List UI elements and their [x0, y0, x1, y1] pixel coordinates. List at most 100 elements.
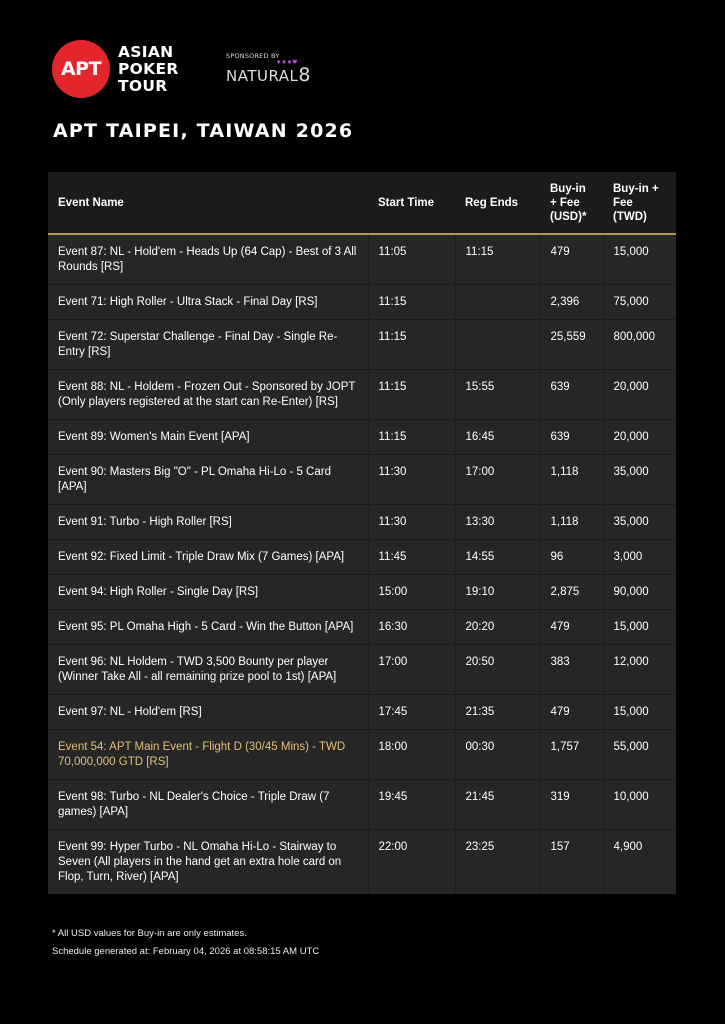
cell-reg-ends: 16:45 — [454, 419, 540, 455]
cell-reg-ends: 20:20 — [454, 609, 540, 645]
logo-line: ASIAN — [118, 42, 174, 61]
cell-reg-ends: 20:50 — [454, 644, 540, 695]
cell-reg-ends: 14:55 — [454, 539, 540, 575]
cell-buyin-usd: 639 — [539, 369, 603, 420]
cell-buyin-twd: 15,000 — [602, 233, 676, 285]
schedule-table: Event Name Start Time Reg Ends Buy-in + … — [48, 172, 676, 894]
cell-buyin-usd: 479 — [539, 609, 603, 645]
cell-buyin-usd: 2,396 — [539, 284, 603, 320]
cell-reg-ends: 13:30 — [454, 504, 540, 540]
cell-buyin-usd: 1,118 — [539, 454, 603, 505]
cell-buyin-usd: 2,875 — [539, 574, 603, 610]
cell-reg-ends: 17:00 — [454, 454, 540, 505]
apt-logo-badge: APT — [52, 40, 110, 98]
cell-buyin-usd: 383 — [539, 644, 603, 695]
cell-buyin-usd: 157 — [539, 829, 603, 894]
table-row: Event 87: NL - Hold'em - Heads Up (64 Ca… — [48, 233, 676, 285]
table-row: Event 95: PL Omaha High - 5 Card - Win t… — [48, 609, 676, 645]
cell-reg-ends: 23:25 — [454, 829, 540, 894]
col-buyin-twd: Buy-in + Fee (TWD) — [603, 172, 676, 235]
cell-reg-ends: 00:30 — [454, 729, 540, 780]
cell-event-name: Event 92: Fixed Limit - Triple Draw Mix … — [48, 539, 368, 575]
table-row: Event 72: Superstar Challenge - Final Da… — [48, 319, 676, 370]
sponsored-by-label: SPONSORED BY — [226, 52, 280, 60]
cell-reg-ends: 21:35 — [454, 694, 540, 730]
cell-event-name: Event 91: Turbo - High Roller [RS] — [48, 504, 368, 540]
table-row: Event 96: NL Holdem - TWD 3,500 Bounty p… — [48, 644, 676, 695]
sponsor-name: NATURAL — [226, 67, 299, 85]
cell-buyin-twd: 4,900 — [602, 829, 676, 894]
cell-event-name: Event 54: APT Main Event - Flight D (30/… — [48, 729, 368, 780]
cell-start-time: 17:45 — [367, 694, 455, 730]
cell-buyin-twd: 90,000 — [602, 574, 676, 610]
cell-event-name: Event 72: Superstar Challenge - Final Da… — [48, 319, 368, 370]
cell-start-time: 11:30 — [367, 454, 455, 505]
cell-event-name: Event 94: High Roller - Single Day [RS] — [48, 574, 368, 610]
cell-buyin-twd: 35,000 — [602, 504, 676, 540]
table-row: Event 92: Fixed Limit - Triple Draw Mix … — [48, 539, 676, 575]
col-reg-ends: Reg Ends — [455, 172, 540, 235]
cell-event-name: Event 89: Women's Main Event [APA] — [48, 419, 368, 455]
sponsor-logo: SPONSORED BY ♦♦♦♥ NATURAL8 — [226, 52, 311, 86]
cell-start-time: 15:00 — [367, 574, 455, 610]
table-row: Event 89: Women's Main Event [APA] 11:15 1… — [48, 419, 676, 455]
apt-logo: APT ASIAN POKER TOUR — [52, 40, 179, 98]
cell-event-name: Event 88: NL - Holdem - Frozen Out - Spo… — [48, 369, 368, 420]
cell-event-name: Event 71: High Roller - Ultra Stack - Fi… — [48, 284, 368, 320]
logo-line: POKER — [118, 59, 179, 78]
cell-buyin-twd: 35,000 — [602, 454, 676, 505]
cell-start-time: 18:00 — [367, 729, 455, 780]
cell-buyin-usd: 25,559 — [539, 319, 603, 370]
cell-buyin-usd: 639 — [539, 419, 603, 455]
cell-event-name: Event 96: NL Holdem - TWD 3,500 Bounty p… — [48, 644, 368, 695]
cell-reg-ends: 19:10 — [454, 574, 540, 610]
page-title: APT TAIPEI, TAIWAN 2026 — [53, 120, 354, 142]
table-row: Event 71: High Roller - Ultra Stack - Fi… — [48, 284, 676, 320]
cell-start-time: 22:00 — [367, 829, 455, 894]
cell-buyin-twd: 75,000 — [602, 284, 676, 320]
cell-buyin-usd: 1,118 — [539, 504, 603, 540]
sponsor-digit: 8 — [298, 64, 311, 86]
col-start-time: Start Time — [368, 172, 455, 235]
generated-timestamp: Schedule generated at: February 04, 2026… — [52, 946, 320, 957]
cell-buyin-usd: 96 — [539, 539, 603, 575]
cell-event-name: Event 87: NL - Hold'em - Heads Up (64 Ca… — [48, 233, 368, 285]
usd-estimate-note: * All USD values for Buy-in are only est… — [52, 928, 247, 939]
footer: * All USD values for Buy-in are only est… — [52, 928, 676, 958]
cell-start-time: 11:15 — [367, 419, 455, 455]
cell-buyin-twd: 20,000 — [602, 419, 676, 455]
table-header: Event Name Start Time Reg Ends Buy-in + … — [48, 172, 676, 235]
col-event-name: Event Name — [48, 172, 368, 235]
cell-start-time: 11:45 — [367, 539, 455, 575]
col-buyin-usd: Buy-in + Fee (USD)* — [540, 172, 603, 235]
natural8-logo: NATURAL8 — [226, 66, 311, 86]
cell-start-time: 19:45 — [367, 779, 455, 830]
cell-reg-ends — [454, 284, 540, 320]
cell-start-time: 11:05 — [367, 233, 455, 285]
cell-buyin-usd: 479 — [539, 694, 603, 730]
table-row: Event 91: Turbo - High Roller [RS] 11:30 1… — [48, 504, 676, 540]
cell-reg-ends: 15:55 — [454, 369, 540, 420]
cell-buyin-usd: 1,757 — [539, 729, 603, 780]
cell-event-name: Event 99: Hyper Turbo - NL Omaha Hi-Lo -… — [48, 829, 368, 894]
schedule-section: Event Name Start Time Reg Ends Buy-in + … — [48, 172, 676, 984]
cell-buyin-twd: 20,000 — [602, 369, 676, 420]
cell-buyin-twd: 55,000 — [602, 729, 676, 780]
cell-buyin-twd: 3,000 — [602, 539, 676, 575]
cell-start-time: 11:15 — [367, 319, 455, 370]
table-row: Event 54: APT Main Event - Flight D (30/… — [48, 729, 676, 780]
cell-buyin-twd: 800,000 — [602, 319, 676, 370]
table-row: Event 98: Turbo - NL Dealer's Choice - T… — [48, 779, 676, 830]
table-row: Event 94: High Roller - Single Day [RS] 1… — [48, 574, 676, 610]
suit-dots-icon: ♦♦♦♥ — [276, 59, 298, 66]
cell-event-name: Event 90: Masters Big "O" - PL Omaha Hi-… — [48, 454, 368, 505]
logo-line: TOUR — [118, 76, 168, 95]
table-row: Event 99: Hyper Turbo - NL Omaha Hi-Lo -… — [48, 829, 676, 894]
cell-buyin-twd: 15,000 — [602, 694, 676, 730]
cell-buyin-twd: 15,000 — [602, 609, 676, 645]
table-row: Event 88: NL - Holdem - Frozen Out - Spo… — [48, 369, 676, 420]
cell-buyin-usd: 479 — [539, 233, 603, 285]
cell-event-name: Event 95: PL Omaha High - 5 Card - Win t… — [48, 609, 368, 645]
table-row: Event 90: Masters Big "O" - PL Omaha Hi-… — [48, 454, 676, 505]
cell-start-time: 17:00 — [367, 644, 455, 695]
